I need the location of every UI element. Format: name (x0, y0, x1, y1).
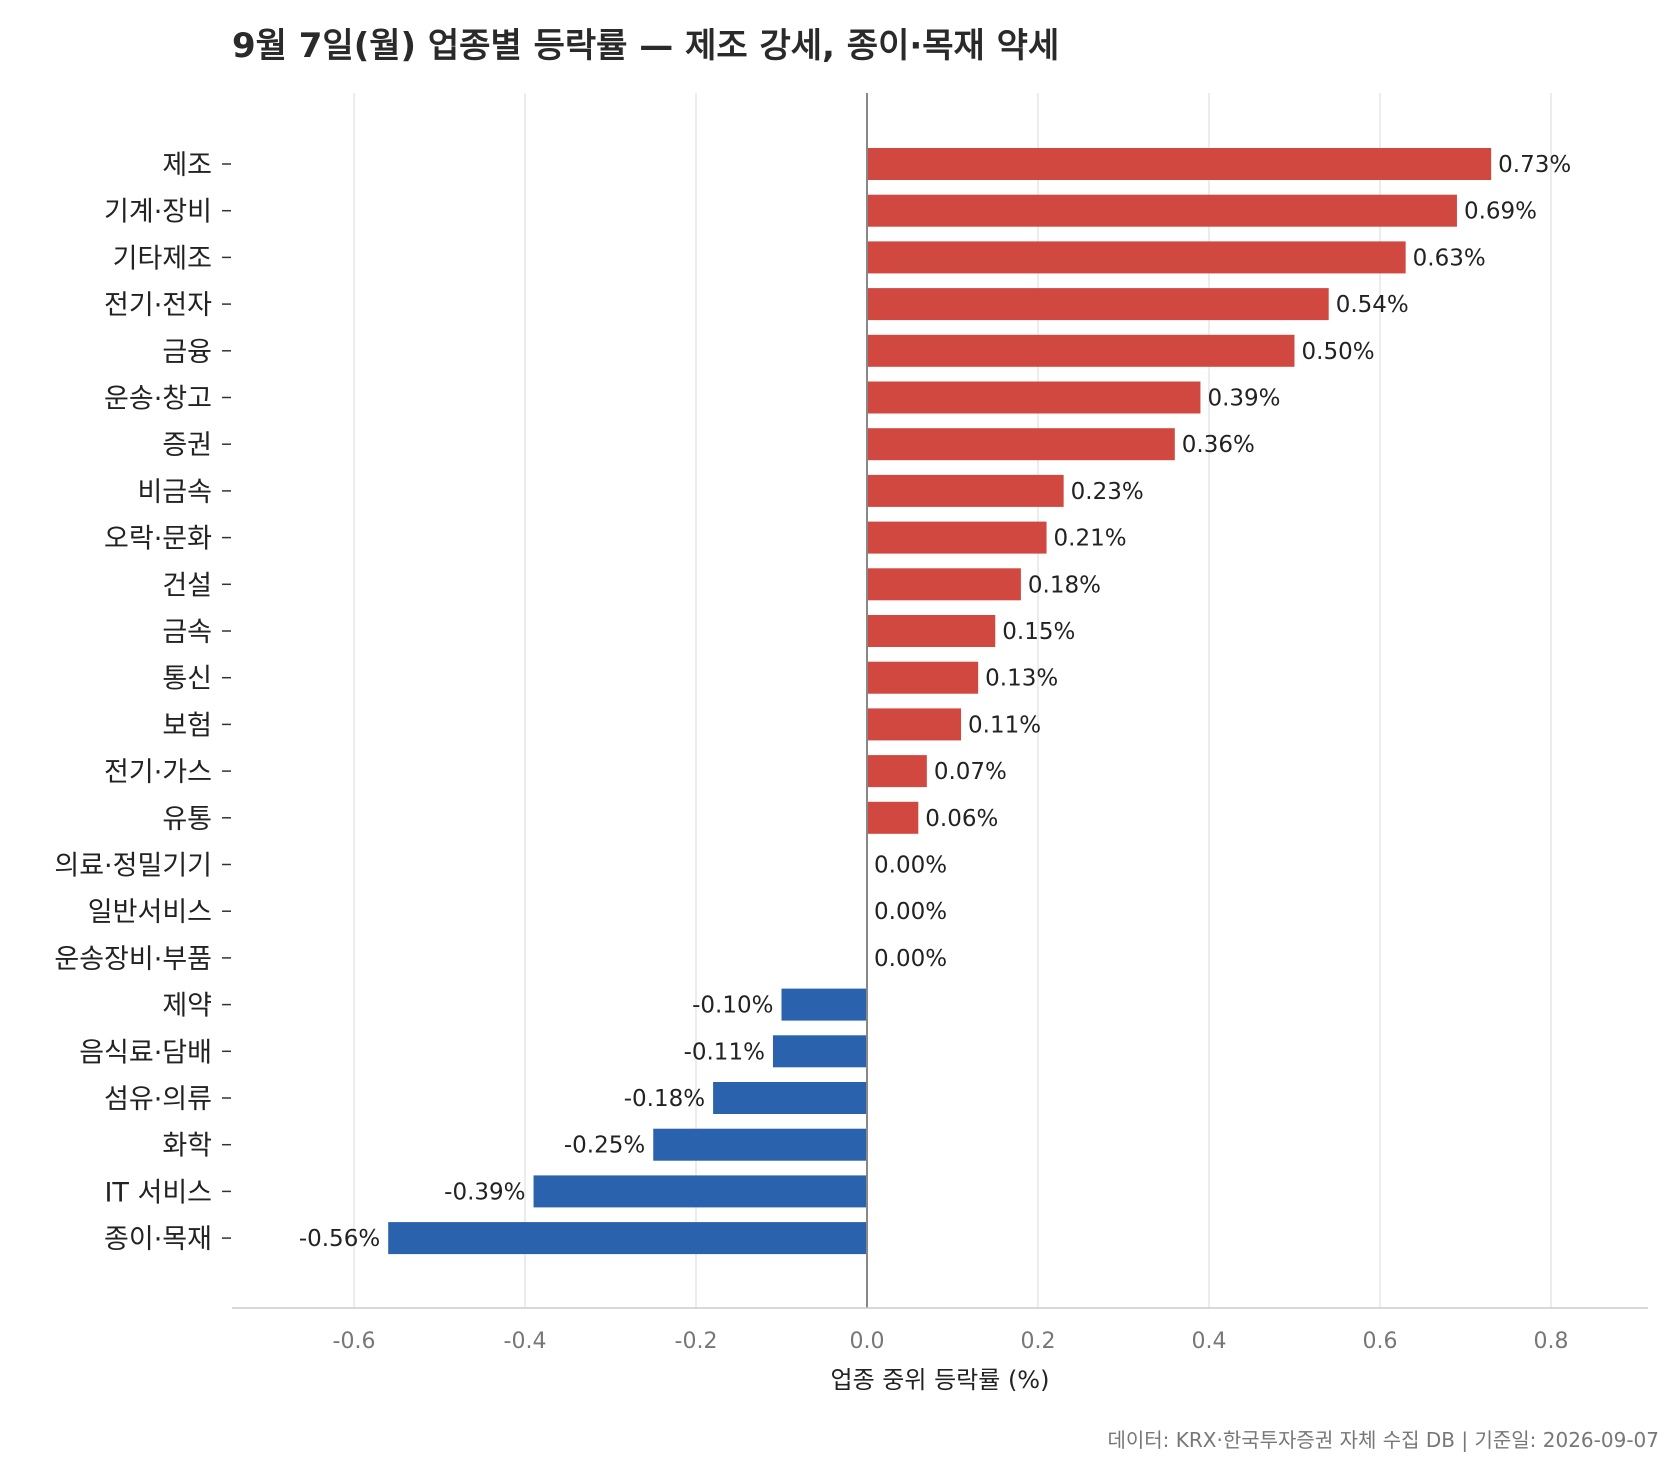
value-label-5: 0.39% (1207, 386, 1280, 412)
bar-6 (867, 428, 1175, 461)
chart-title: 9월 7일(월) 업종별 등락률 — 제조 강세, 종이·목재 약세 (232, 26, 1060, 66)
value-label-21: -0.25% (564, 1133, 645, 1159)
value-label-10: 0.15% (1002, 619, 1075, 645)
x-tick-label: -0.2 (675, 1329, 718, 1354)
category-label-6: 증권 (162, 430, 212, 461)
bar-5 (867, 381, 1201, 414)
category-label-19: 음식료·담배 (79, 1037, 212, 1068)
value-label-2: 0.63% (1413, 245, 1486, 271)
category-label-4: 금융 (162, 337, 212, 368)
bar-0 (867, 148, 1492, 180)
value-label-23: -0.56% (299, 1226, 380, 1252)
category-label-1: 기계·장비 (104, 197, 212, 228)
category-label-17: 운송장비·부품 (54, 944, 212, 975)
category-label-22: IT 서비스 (104, 1177, 212, 1208)
bar-3 (867, 288, 1329, 321)
category-label-3: 전기·전자 (104, 290, 212, 321)
value-label-14: 0.06% (925, 806, 998, 832)
value-label-22: -0.39% (444, 1179, 525, 1205)
value-label-8: 0.21% (1054, 526, 1127, 552)
category-label-12: 보험 (162, 710, 212, 741)
bar-12 (867, 708, 962, 741)
bar-22 (533, 1175, 867, 1208)
grid-lines (353, 93, 1552, 1308)
category-label-18: 제약 (162, 991, 212, 1022)
value-label-13: 0.07% (934, 759, 1007, 785)
category-label-8: 오락·문화 (104, 524, 212, 555)
value-label-0: 0.73% (1498, 152, 1571, 178)
source-note: 데이터: KRX·한국투자증권 자체 수집 DB | 기준일: 2026-09-… (1107, 1428, 1659, 1452)
category-label-11: 통신 (162, 664, 212, 695)
value-label-20: -0.18% (624, 1086, 705, 1112)
x-tick-label: 0.4 (1192, 1329, 1227, 1354)
x-axis-title: 업종 중위 등락률 (%) (831, 1366, 1050, 1394)
bar-2 (867, 241, 1406, 274)
category-label-0: 제조 (162, 150, 212, 181)
category-label-2: 기타제조 (113, 243, 212, 274)
category-label-16: 일반서비스 (88, 897, 212, 928)
x-tick-label: 0.2 (1021, 1329, 1056, 1354)
category-label-10: 금속 (162, 617, 212, 648)
value-label-9: 0.18% (1028, 572, 1101, 598)
x-tick-label: 0.0 (850, 1329, 885, 1354)
category-label-15: 의료·정밀기기 (54, 851, 212, 882)
value-label-12: 0.11% (968, 712, 1041, 738)
category-label-21: 화학 (162, 1131, 212, 1162)
value-label-15: 0.00% (874, 853, 947, 879)
x-tick-label: -0.6 (333, 1329, 376, 1354)
x-tick-label: -0.4 (504, 1329, 547, 1354)
bar-8 (867, 521, 1047, 554)
category-label-23: 종이·목재 (104, 1224, 212, 1255)
value-label-17: 0.00% (874, 946, 947, 972)
bar-18 (781, 988, 867, 1021)
bar-23 (388, 1222, 867, 1255)
bar-13 (867, 755, 927, 788)
bar-14 (867, 801, 919, 834)
bar-1 (867, 194, 1457, 227)
category-label-7: 비금속 (137, 477, 212, 508)
value-label-4: 0.50% (1302, 339, 1375, 365)
bars (388, 148, 1492, 1255)
value-label-11: 0.13% (985, 666, 1058, 692)
x-tick-label: 0.8 (1534, 1329, 1569, 1354)
bar-7 (867, 474, 1064, 507)
bar-21 (653, 1128, 867, 1161)
bar-10 (867, 615, 996, 647)
value-label-3: 0.54% (1336, 292, 1409, 318)
value-labels: 0.73% 0.69% 0.63%0.54% 0.50% 0.39% 0.36% 0.23%… (299, 152, 1571, 1252)
value-label-16: 0.00% (874, 899, 947, 925)
value-label-7: 0.23% (1071, 479, 1144, 505)
bar-11 (867, 661, 979, 694)
category-label-14: 유통 (162, 804, 212, 835)
bar-20 (713, 1082, 867, 1114)
x-axis-ticks: -0.6 -0.4 -0.2 0.0 0.2 0.4 0.6 0.8 (333, 1329, 1569, 1354)
value-label-6: 0.36% (1182, 432, 1255, 458)
value-label-19: -0.11% (684, 1039, 765, 1065)
category-label-5: 운송·창고 (104, 384, 212, 415)
category-label-9: 건설 (162, 570, 212, 601)
y-axis-categories: 제조기계·장비기타제조전기·전자금융운송·창고증권비금속오락·문화건설금속통신보… (54, 150, 231, 1255)
category-label-20: 섬유·의류 (104, 1084, 212, 1115)
bar-4 (867, 334, 1295, 367)
x-tick-label: 0.6 (1363, 1329, 1398, 1354)
bar-19 (772, 1035, 867, 1068)
value-label-18: -0.10% (692, 993, 773, 1019)
bar-9 (867, 568, 1021, 601)
value-label-1: 0.69% (1464, 199, 1537, 225)
category-label-13: 전기·가스 (104, 757, 212, 788)
